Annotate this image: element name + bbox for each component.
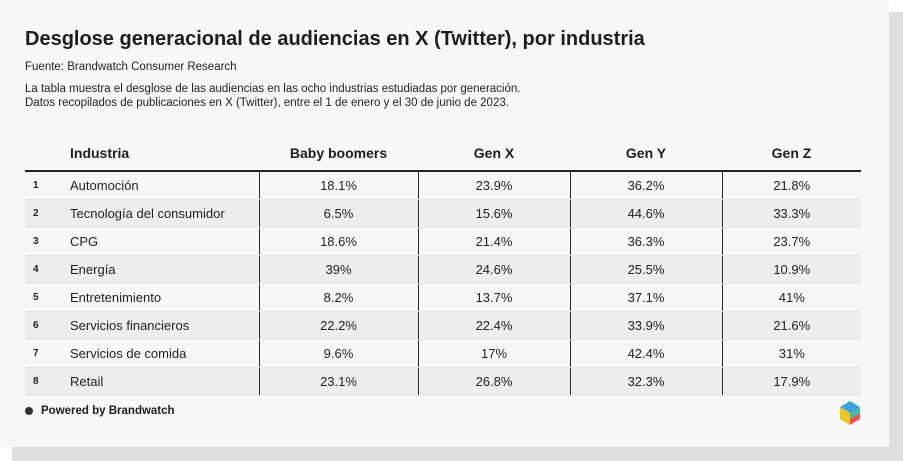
logo-mid-facet <box>850 407 860 419</box>
cell-baby-boomers: 18.1% <box>258 171 418 200</box>
row-index: 3 <box>25 227 70 256</box>
cell-baby-boomers: 6.5% <box>258 199 418 228</box>
table-row: 1 Automoción 18.1% 23.9% 36.2% 21.8% <box>25 171 861 200</box>
table-body: 1 Automoción 18.1% 23.9% 36.2% 21.8% 2 Tecnolog… <box>25 171 861 396</box>
chart-source: Fuente: Brandwatch Consumer Research <box>25 61 237 73</box>
cell-baby-boomers: 23.1% <box>258 367 418 396</box>
row-industry: Retail <box>70 367 259 396</box>
table-row: 5 Entretenimiento 8.2% 13.7% 37.1% 41% <box>25 283 861 312</box>
cell-gen-y: 32.3% <box>569 367 722 396</box>
row-industry: Servicios de comida <box>70 339 259 368</box>
table-row: 7 Servicios de comida 9.6% 17% 42.4% 31% <box>25 339 861 368</box>
header-gen-z: Gen Z <box>722 137 861 172</box>
description-line-1: La tabla muestra el desglose de las audi… <box>25 83 521 95</box>
cell-gen-z: 17.9% <box>721 367 861 396</box>
cell-gen-y: 36.3% <box>569 227 722 256</box>
row-index: 6 <box>25 311 70 340</box>
table-row: 4 Energía 39% 24.6% 25.5% 10.9% <box>25 255 861 284</box>
cell-baby-boomers: 39% <box>258 255 418 284</box>
cell-gen-y: 36.2% <box>569 171 722 200</box>
footer-dot-icon <box>25 407 33 415</box>
cell-gen-z: 21.6% <box>721 311 861 340</box>
table-row: 3 CPG 18.6% 21.4% 36.3% 23.7% <box>25 227 861 256</box>
cell-gen-x: 24.6% <box>417 255 570 284</box>
cell-gen-z: 21.8% <box>721 171 861 200</box>
cell-gen-z: 41% <box>721 283 861 312</box>
row-index: 2 <box>25 199 70 228</box>
cell-gen-x: 21.4% <box>417 227 570 256</box>
cell-gen-y: 37.1% <box>569 283 722 312</box>
cell-gen-y: 42.4% <box>569 339 722 368</box>
header-baby-boomers: Baby boomers <box>259 137 418 172</box>
cell-gen-x: 22.4% <box>417 311 570 340</box>
chart-card: Desglose generacional de audiencias en X… <box>25 28 861 425</box>
table-header-row: Industria Baby boomers Gen X Gen Y Gen Z <box>25 137 861 172</box>
header-industria: Industria <box>70 137 259 172</box>
footer: Powered by Brandwatch <box>25 405 175 417</box>
header-gen-x: Gen X <box>418 137 570 172</box>
row-index: 5 <box>25 283 70 312</box>
cell-gen-x: 23.9% <box>417 171 570 200</box>
logo-left-facet <box>840 407 850 425</box>
row-industry: CPG <box>70 227 259 256</box>
row-industry: Servicios financieros <box>70 311 259 340</box>
cell-baby-boomers: 22.2% <box>258 311 418 340</box>
chart-title: Desglose generacional de audiencias en X… <box>25 28 645 50</box>
row-index: 4 <box>25 255 70 284</box>
cell-baby-boomers: 8.2% <box>258 283 418 312</box>
cell-gen-z: 23.7% <box>721 227 861 256</box>
row-index: 7 <box>25 339 70 368</box>
table-row: 8 Retail 23.1% 26.8% 32.3% 17.9% <box>25 367 861 396</box>
header-gen-y: Gen Y <box>570 137 722 172</box>
cell-baby-boomers: 9.6% <box>258 339 418 368</box>
brandwatch-logo-icon <box>840 401 860 425</box>
cell-gen-z: 33.3% <box>721 199 861 228</box>
data-table: Industria Baby boomers Gen X Gen Y Gen Z… <box>25 137 861 396</box>
cell-gen-y: 44.6% <box>569 199 722 228</box>
cell-gen-x: 17% <box>417 339 570 368</box>
row-industry: Entretenimiento <box>70 283 259 312</box>
row-industry: Automoción <box>70 171 259 200</box>
cell-gen-y: 33.9% <box>569 311 722 340</box>
row-industry: Energía <box>70 255 259 284</box>
chart-description: La tabla muestra el desglose de las audi… <box>25 82 520 110</box>
cell-gen-x: 26.8% <box>417 367 570 396</box>
cell-gen-x: 13.7% <box>417 283 570 312</box>
cell-gen-z: 10.9% <box>721 255 861 284</box>
row-index: 8 <box>25 367 70 396</box>
row-index: 1 <box>25 171 70 200</box>
table-row: 6 Servicios financieros 22.2% 22.4% 33.9% 21.… <box>25 311 861 340</box>
cell-gen-x: 15.6% <box>417 199 570 228</box>
cell-gen-z: 31% <box>721 339 861 368</box>
cell-baby-boomers: 18.6% <box>258 227 418 256</box>
row-industry: Tecnología del consumidor <box>70 199 259 228</box>
table-row: 2 Tecnología del consumidor 6.5% 15.6% 44.6%… <box>25 199 861 228</box>
header-index <box>25 137 70 172</box>
cell-gen-y: 25.5% <box>569 255 722 284</box>
description-line-2: Datos recopilados de publicaciones en X … <box>25 97 509 109</box>
footer-text: Powered by Brandwatch <box>41 405 175 417</box>
